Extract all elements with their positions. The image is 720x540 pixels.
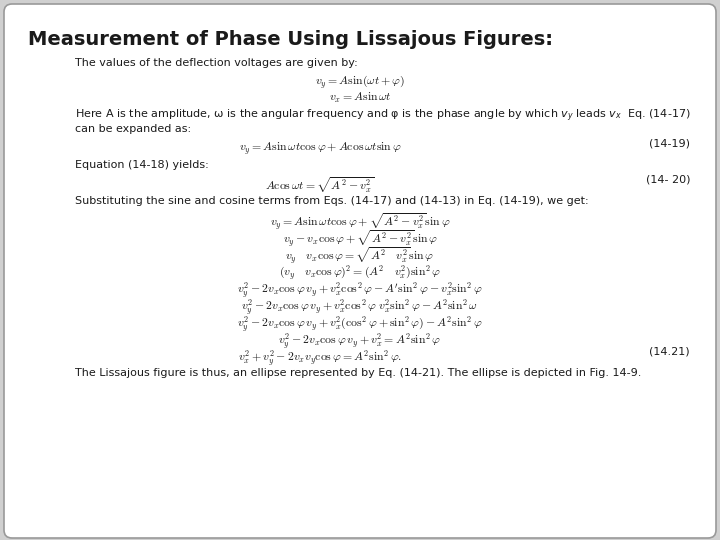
- Text: The Lissajous figure is thus, an ellipse represented by Eq. (14-21). The ellipse: The Lissajous figure is thus, an ellipse…: [75, 368, 642, 378]
- Text: $(v_y \quad v_x \cos \varphi)^2 = (A^2 \quad v_x^2)\sin^2 \varphi$: $(v_y \quad v_x \cos \varphi)^2 = (A^2 \…: [279, 263, 441, 282]
- Text: $v_y^2 - 2v_x \cos \varphi \, v_y + v_x^2 = A^2 \sin^2 \varphi$: $v_y^2 - 2v_x \cos \varphi \, v_y + v_x^…: [279, 331, 441, 352]
- Text: (14-19): (14-19): [649, 138, 690, 148]
- Text: Measurement of Phase Using Lissajous Figures:: Measurement of Phase Using Lissajous Fig…: [28, 30, 553, 49]
- Text: $v_y \quad v_x \cos \varphi = \sqrt{A^2 \quad v_x^2} \sin \varphi$: $v_y \quad v_x \cos \varphi = \sqrt{A^2 …: [285, 246, 435, 267]
- Text: Substituting the sine and cosine terms from Eqs. (14-17) and (14-13) in Eq. (14-: Substituting the sine and cosine terms f…: [75, 196, 589, 206]
- Text: The values of the deflection voltages are given by:: The values of the deflection voltages ar…: [75, 58, 358, 68]
- Text: $v_y^2 - 2v_x \cos \varphi \, v_y + v_x^2 \cos^2 \varphi - A^{\prime} \sin^2 \va: $v_y^2 - 2v_x \cos \varphi \, v_y + v_x^…: [237, 280, 483, 301]
- Text: $v_x^2 + v_y^2 - 2v_x v_y \cos \varphi = A^2 \sin^2 \varphi.$: $v_x^2 + v_y^2 - 2v_x v_y \cos \varphi =…: [238, 348, 402, 368]
- Text: $v_y - v_x \cos \varphi + \sqrt{A^2 - v_x^2} \sin \varphi$: $v_y - v_x \cos \varphi + \sqrt{A^2 - v_…: [282, 229, 438, 251]
- Text: $v_y^2 - 2v_x \cos \varphi \, v_y + v_x^2(\cos^2 \varphi + \sin^2 \varphi) - A^2: $v_y^2 - 2v_x \cos \varphi \, v_y + v_x^…: [237, 314, 483, 334]
- Text: $A \cos \omega t = \sqrt{A^2 - v_x^2}$: $A \cos \omega t = \sqrt{A^2 - v_x^2}$: [266, 176, 374, 196]
- FancyBboxPatch shape: [4, 4, 716, 538]
- Text: $v_y = A \sin (\omega t + \varphi)$: $v_y = A \sin (\omega t + \varphi)$: [315, 74, 405, 91]
- Text: $v_y = A \sin \omega t \cos \varphi + \sqrt{A^2 - v_x^2} \sin \varphi$: $v_y = A \sin \omega t \cos \varphi + \s…: [270, 212, 450, 233]
- Text: Equation (14-18) yields:: Equation (14-18) yields:: [75, 160, 209, 170]
- Text: can be expanded as:: can be expanded as:: [75, 124, 191, 134]
- Text: (14.21): (14.21): [649, 346, 690, 356]
- Text: $v_y^2 - 2v_x \cos \varphi \, v_y + v_x^2 \cos^2 \varphi \; v_x^2 \sin^2 \varphi: $v_y^2 - 2v_x \cos \varphi \, v_y + v_x^…: [241, 297, 479, 318]
- Text: Here A is the amplitude, ω is the angular frequency and φ is the phase angle by : Here A is the amplitude, ω is the angula…: [75, 108, 690, 124]
- Text: (14- 20): (14- 20): [646, 174, 690, 184]
- Text: $v_y = A \sin \omega t \cos \varphi + A \cos \omega t \sin \varphi$: $v_y = A \sin \omega t \cos \varphi + A …: [239, 140, 401, 157]
- Text: $v_x = A \sin \omega t$: $v_x = A \sin \omega t$: [328, 91, 392, 105]
